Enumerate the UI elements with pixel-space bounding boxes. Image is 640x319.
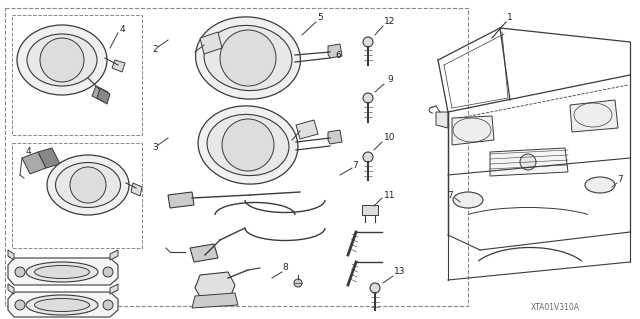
Circle shape (370, 283, 380, 293)
Ellipse shape (47, 155, 129, 215)
Ellipse shape (27, 34, 97, 86)
Ellipse shape (26, 262, 98, 282)
Bar (12, 143, 142, 248)
Polygon shape (8, 292, 118, 317)
Circle shape (70, 167, 106, 203)
Text: 4: 4 (25, 147, 31, 157)
Polygon shape (490, 148, 568, 176)
Polygon shape (131, 183, 142, 196)
Text: 9: 9 (387, 76, 393, 85)
Text: 7: 7 (447, 190, 453, 199)
Polygon shape (190, 244, 218, 262)
Polygon shape (452, 116, 494, 145)
Polygon shape (8, 250, 14, 260)
Ellipse shape (453, 192, 483, 208)
Polygon shape (296, 120, 318, 139)
Circle shape (220, 30, 276, 86)
Text: 10: 10 (384, 133, 396, 143)
Text: 12: 12 (384, 18, 396, 26)
Text: 2: 2 (152, 46, 158, 55)
Text: 3: 3 (152, 144, 158, 152)
Circle shape (15, 267, 25, 277)
Polygon shape (112, 60, 125, 72)
Circle shape (363, 152, 373, 162)
Circle shape (15, 300, 25, 310)
Ellipse shape (56, 162, 120, 207)
Circle shape (103, 267, 113, 277)
Circle shape (520, 154, 536, 170)
Polygon shape (38, 148, 60, 168)
Polygon shape (92, 86, 108, 102)
Polygon shape (195, 272, 235, 300)
Text: 11: 11 (384, 190, 396, 199)
Circle shape (103, 300, 113, 310)
Circle shape (363, 37, 373, 47)
Polygon shape (328, 44, 342, 58)
Polygon shape (570, 100, 618, 132)
Circle shape (294, 279, 302, 287)
Text: 4: 4 (119, 26, 125, 34)
Polygon shape (97, 88, 110, 104)
Polygon shape (8, 258, 118, 285)
Ellipse shape (35, 265, 90, 278)
Polygon shape (110, 250, 118, 260)
Circle shape (363, 93, 373, 103)
Polygon shape (200, 32, 222, 54)
Polygon shape (362, 205, 378, 215)
Circle shape (222, 119, 274, 171)
Bar (5, 8, 468, 306)
Text: 7: 7 (352, 160, 358, 169)
Text: 5: 5 (317, 13, 323, 23)
Ellipse shape (204, 26, 292, 91)
Ellipse shape (35, 299, 90, 311)
Text: 7: 7 (617, 175, 623, 184)
Ellipse shape (26, 295, 98, 315)
Polygon shape (168, 192, 194, 208)
Polygon shape (8, 284, 14, 294)
Text: XTA01V310A: XTA01V310A (531, 303, 579, 313)
Circle shape (40, 38, 84, 82)
Ellipse shape (207, 115, 289, 175)
Ellipse shape (585, 177, 615, 193)
Polygon shape (192, 293, 238, 308)
Bar (12, 15, 142, 135)
Text: 13: 13 (394, 268, 406, 277)
Text: 6: 6 (335, 50, 341, 60)
Polygon shape (110, 284, 118, 294)
Ellipse shape (17, 25, 107, 95)
Text: 8: 8 (282, 263, 288, 272)
Ellipse shape (198, 106, 298, 184)
Polygon shape (328, 130, 342, 144)
Ellipse shape (196, 17, 300, 99)
Text: 1: 1 (507, 13, 513, 23)
Polygon shape (22, 152, 46, 174)
Polygon shape (436, 112, 448, 128)
